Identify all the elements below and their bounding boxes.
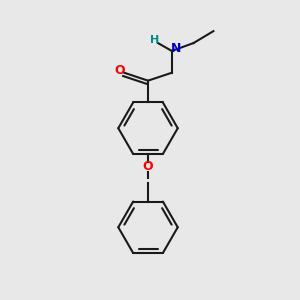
Text: O: O [143, 160, 153, 173]
Text: O: O [114, 64, 124, 77]
Text: N: N [171, 43, 181, 56]
Text: H: H [150, 35, 160, 45]
